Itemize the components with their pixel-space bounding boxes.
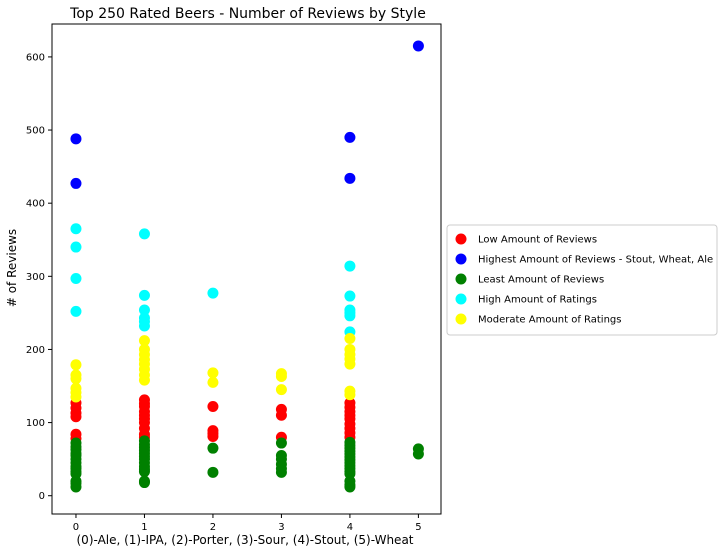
legend-marker-4 — [455, 313, 467, 325]
y-tick-label: 600 — [26, 52, 45, 63]
data-point-series-2 — [412, 448, 424, 460]
data-point-series-0 — [207, 400, 219, 412]
legend-marker-1 — [455, 253, 467, 265]
x-tick-label: 3 — [278, 522, 284, 533]
data-point-series-3 — [70, 223, 82, 235]
x-tick-label: 0 — [73, 522, 79, 533]
data-point-series-2 — [70, 481, 82, 493]
legend: Low Amount of Reviews Highest Amount of R… — [446, 224, 718, 336]
data-point-series-1 — [412, 40, 424, 52]
y-tick-label: 0 — [39, 491, 45, 502]
data-point-series-4 — [138, 374, 150, 386]
data-point-series-4 — [344, 332, 356, 344]
data-point-series-2 — [138, 466, 150, 478]
plot-area: 0 1 2 3 4 5 0 100 200 300 400 500 600 — [26, 23, 442, 533]
y-axis-label: # of Reviews — [5, 229, 19, 307]
plot-frame — [51, 23, 442, 515]
data-point-series-4 — [275, 371, 287, 383]
data-point-series-0 — [70, 411, 82, 423]
legend-label-1: Highest Amount of Reviews - Stout, Wheat… — [478, 255, 713, 266]
data-point-series-0 — [275, 409, 287, 421]
data-point-series-2 — [275, 437, 287, 449]
data-point-series-4 — [70, 359, 82, 371]
data-point-series-4 — [275, 384, 287, 396]
legend-label-0: Low Amount of Reviews — [478, 235, 597, 246]
data-point-series-2 — [138, 477, 150, 489]
legend-marker-3 — [455, 293, 467, 305]
data-point-series-3 — [138, 304, 150, 316]
data-point-series-2 — [344, 481, 356, 493]
data-point-series-1 — [70, 177, 82, 189]
data-point-series-3 — [344, 290, 356, 302]
y-tick-label: 100 — [26, 418, 45, 429]
data-point-series-1 — [70, 133, 82, 145]
data-point-series-2 — [207, 442, 219, 454]
data-point-series-4 — [70, 373, 82, 385]
data-point-series-3 — [138, 320, 150, 332]
y-tick-label: 300 — [26, 272, 45, 283]
data-point-series-3 — [344, 310, 356, 322]
data-point-series-4 — [138, 335, 150, 347]
legend-label-2: Least Amount of Reviews — [478, 275, 604, 286]
x-tick-label: 1 — [141, 522, 147, 533]
data-point-series-4 — [207, 376, 219, 388]
legend-marker-2 — [455, 273, 467, 285]
data-point-series-3 — [70, 241, 82, 253]
data-point-series-2 — [275, 466, 287, 478]
data-point-series-2 — [207, 466, 219, 478]
data-point-series-3 — [207, 287, 219, 299]
data-point-series-3 — [344, 260, 356, 272]
x-tick-label: 5 — [415, 522, 421, 533]
legend-marker-0 — [455, 233, 467, 245]
legend-label-3: High Amount of Ratings — [478, 295, 597, 306]
data-point-series-3 — [70, 305, 82, 317]
data-point-series-4 — [207, 367, 219, 379]
y-tick-label: 400 — [26, 199, 45, 210]
data-point-series-0 — [207, 430, 219, 442]
data-point-series-1 — [344, 172, 356, 184]
x-axis-label: (0)-Ale, (1)-IPA, (2)-Porter, (3)-Sour, … — [77, 533, 414, 547]
data-point-series-1 — [344, 131, 356, 143]
legend-label-4: Moderate Amount of Ratings — [478, 315, 621, 326]
y-tick-label: 200 — [26, 345, 45, 356]
data-point-series-3 — [70, 273, 82, 285]
data-point-series-4 — [344, 389, 356, 401]
data-point-series-4 — [344, 358, 356, 370]
data-point-series-3 — [138, 228, 150, 240]
chart-title: Top 250 Rated Beers - Number of Reviews … — [69, 6, 426, 22]
data-point-series-4 — [70, 391, 82, 403]
x-tick-label: 2 — [210, 522, 216, 533]
y-tick-label: 500 — [26, 126, 45, 137]
legend-frame — [446, 224, 718, 336]
data-point-series-3 — [138, 289, 150, 301]
x-tick-label: 4 — [347, 522, 353, 533]
